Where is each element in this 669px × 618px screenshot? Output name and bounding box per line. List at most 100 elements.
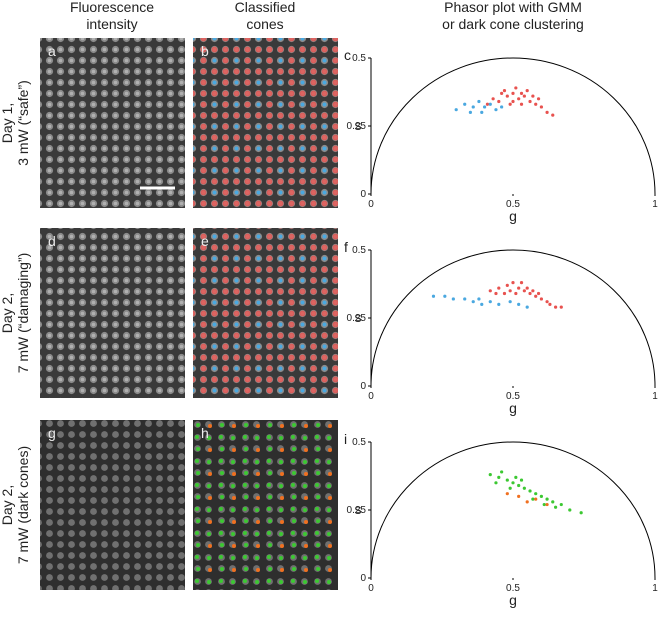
point <box>539 494 544 498</box>
point <box>500 105 504 109</box>
point <box>497 475 501 479</box>
row-label: Day 1, <box>0 103 15 143</box>
point <box>477 297 481 301</box>
column-header: cones <box>246 16 283 32</box>
point <box>514 475 518 479</box>
row-label: Day 2, <box>0 485 15 525</box>
point <box>517 302 521 306</box>
point <box>511 91 515 95</box>
image-b <box>193 38 338 208</box>
point <box>463 102 467 106</box>
point <box>488 102 492 106</box>
panel-letter: a <box>48 43 56 59</box>
point <box>517 494 521 498</box>
point <box>525 305 529 309</box>
image-h <box>193 420 338 590</box>
y-axis-label: s <box>355 309 362 325</box>
point <box>508 102 512 106</box>
point <box>522 94 526 98</box>
x-tick-label: 0 <box>368 391 374 402</box>
y-tick-label: 0.25 <box>347 121 367 132</box>
point <box>471 300 475 304</box>
row-label: 3 mW (“safe”) <box>15 80 31 166</box>
y-tick-label: 0.25 <box>347 313 367 324</box>
point <box>534 497 538 501</box>
panel-letter: g <box>48 425 56 441</box>
point <box>519 281 524 285</box>
point <box>545 110 549 114</box>
image-a <box>40 38 185 208</box>
point <box>531 497 535 501</box>
point <box>522 486 526 490</box>
column-header: Fluorescence <box>70 0 154 15</box>
row-label: 7 mW (“damaging”) <box>15 253 31 374</box>
y-tick-label: 0 <box>360 381 366 392</box>
point <box>579 511 583 515</box>
point <box>539 297 544 301</box>
panel-letter: c <box>344 47 351 63</box>
point <box>536 97 541 101</box>
universal-circle <box>370 57 656 195</box>
point <box>494 481 498 485</box>
point <box>528 489 532 493</box>
point <box>534 102 538 106</box>
point <box>514 86 518 90</box>
point <box>508 300 512 304</box>
column-header: Classified <box>235 0 296 15</box>
universal-circle <box>370 441 656 579</box>
y-tick-label: 0 <box>360 573 366 584</box>
point <box>497 99 501 104</box>
point <box>485 102 490 106</box>
point <box>500 470 504 474</box>
panel-letter: f <box>344 239 348 255</box>
point <box>505 94 509 98</box>
point <box>559 305 563 309</box>
point <box>471 105 475 109</box>
point <box>505 492 509 496</box>
point <box>508 289 512 293</box>
x-axis-label: g <box>509 592 517 608</box>
point <box>545 300 549 304</box>
point <box>525 286 529 290</box>
point <box>525 89 529 93</box>
point <box>528 291 532 296</box>
x-tick-label: 0 <box>368 199 374 210</box>
point <box>443 294 447 298</box>
point <box>491 97 495 101</box>
point <box>488 300 492 304</box>
x-axis-label: g <box>509 400 517 416</box>
point <box>545 497 549 501</box>
point <box>488 289 492 293</box>
point <box>480 302 484 306</box>
point <box>494 291 498 296</box>
point <box>551 500 555 504</box>
point <box>505 478 509 482</box>
x-tick-label: 0 <box>368 583 374 594</box>
point <box>511 281 515 285</box>
point <box>559 502 563 507</box>
point <box>517 483 521 488</box>
point <box>568 508 572 512</box>
point <box>508 486 512 490</box>
point <box>497 302 501 306</box>
point <box>554 505 558 509</box>
x-tick-label: 1 <box>652 583 658 594</box>
row-label: 7 mW (dark cones) <box>15 446 31 564</box>
y-tick-label: 0 <box>360 189 366 200</box>
point <box>545 502 549 507</box>
image-g <box>40 420 185 590</box>
y-tick-label: 0.5 <box>352 245 366 256</box>
point <box>517 97 521 101</box>
point <box>539 105 544 109</box>
point <box>483 105 487 109</box>
y-tick-label: 0.5 <box>352 437 366 448</box>
y-axis-label: s <box>355 117 362 133</box>
panel-letter: i <box>344 431 347 447</box>
point <box>551 113 555 117</box>
point <box>554 305 558 309</box>
point <box>531 289 535 293</box>
point <box>534 294 538 298</box>
point <box>431 294 436 298</box>
point <box>536 291 541 296</box>
point <box>517 286 521 290</box>
